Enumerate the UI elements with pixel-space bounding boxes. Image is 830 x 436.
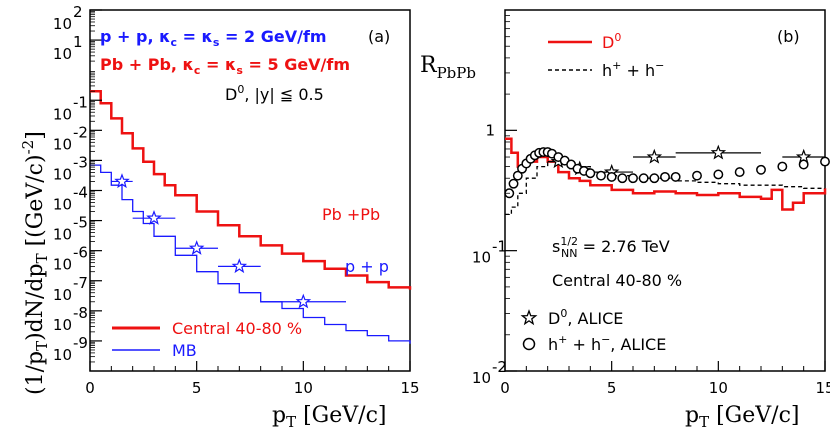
panel-a-xlabel: pT [GeV/c] bbox=[272, 403, 386, 431]
panel-a-label: (a) bbox=[368, 27, 390, 46]
panel-b-ytick-label-2: 1 bbox=[485, 121, 495, 139]
panel-b-alice-legend: D0, ALICE h+ + h−, ALICE bbox=[520, 307, 666, 354]
panel-a-ytick-label-9: 10 bbox=[53, 45, 72, 63]
legend-label-central: Central 40-80 % bbox=[172, 319, 302, 338]
label-pp-curve: p + p bbox=[345, 257, 389, 276]
panel-a-ytick-label-0: 10 bbox=[53, 346, 72, 364]
panel-a-xtick-label-2: 10 bbox=[294, 379, 313, 397]
panel-b-xtick-label-1: 5 bbox=[607, 379, 617, 397]
panel-a-ytick-label-5: 10 bbox=[53, 196, 72, 214]
panel-b-series-3-point-17 bbox=[596, 170, 606, 181]
panel-b-legend: D0 h+ + h− bbox=[548, 31, 664, 80]
panel-b-series-3-point-2 bbox=[512, 170, 523, 181]
panel-b-series-3-point-18 bbox=[606, 171, 617, 182]
panel-a-series-2-star-1 bbox=[146, 209, 162, 225]
panel-b-xlabel: pT [GeV/c] bbox=[685, 403, 799, 431]
panel-b-series-3-point-25 bbox=[692, 170, 702, 181]
panel-b-ytick-label-1: 10 bbox=[472, 249, 491, 267]
panel-a-ytick-label-6: 10 bbox=[53, 165, 72, 183]
panel-a-ytick-exp-10: 2 bbox=[73, 3, 83, 21]
annotation-centrality: Central 40-80 % bbox=[552, 271, 682, 290]
label-pbpb-curve: Pb +Pb bbox=[322, 205, 380, 224]
panel-b-series-3-point-31 bbox=[820, 156, 830, 167]
panel-a-ytick-label-3: 10 bbox=[53, 256, 72, 274]
panel-a-ytick-exp-5: -4 bbox=[73, 184, 88, 202]
panel-b-ylabel: RPbPb bbox=[420, 53, 476, 82]
panel-b-series-1-line bbox=[505, 160, 825, 216]
panel-a-legend: Central 40-80 % MB bbox=[112, 319, 302, 360]
panel-a: 0 5 10 1510-910-810-710-610-510-410-310-210… bbox=[19, 3, 420, 431]
legend-label-mb: MB bbox=[172, 341, 197, 360]
panel-a-series-1-line bbox=[90, 164, 411, 344]
panel-a-ytick-exp-1: -8 bbox=[73, 304, 88, 322]
panel-b-series-3-point-20 bbox=[628, 173, 638, 184]
panel-a-ytick-exp-9: 1 bbox=[73, 33, 83, 51]
panel-a-ytick-exp-7: -2 bbox=[73, 123, 88, 141]
panel-a-ytick-label-8: 10 bbox=[53, 105, 72, 123]
panel-b-label: (b) bbox=[777, 27, 800, 46]
panel-b-xtick-label-3: 15 bbox=[815, 379, 830, 397]
panel-b-series-3-point-27 bbox=[734, 167, 745, 178]
panel-a-xtick-label-3: 15 bbox=[400, 379, 419, 397]
panel-a-ytick-exp-3: -6 bbox=[73, 244, 88, 262]
panel-b-series-3-point-22 bbox=[649, 173, 660, 184]
panel-a-ylabel: (1/pT)dN/dpT [(GeV/c)-2] bbox=[19, 131, 51, 395]
legend-label-d0: D0 bbox=[602, 31, 621, 52]
panel-b-series-3-point-16 bbox=[585, 168, 596, 179]
panel-a-ytick-exp-8: -1 bbox=[73, 93, 88, 111]
panel-a-series-0-line bbox=[90, 89, 412, 290]
annotation-energy: s1/2 NN = 2.76 TeV bbox=[552, 235, 670, 260]
panel-a-series-2-star-3 bbox=[231, 258, 248, 274]
panel-a-series-2-star-0 bbox=[114, 173, 130, 189]
panel-b-series-3-point-29 bbox=[777, 161, 788, 172]
panel-b-series-0-line bbox=[505, 137, 827, 211]
panel-a-series-2-star-2 bbox=[188, 240, 205, 255]
panel-a-xtick-label-0: 0 bbox=[85, 379, 95, 397]
legend-label-hadrons-alice: h+ + h−, ALICE bbox=[548, 333, 666, 354]
panel-b-series-3-point-24 bbox=[670, 171, 681, 182]
panel-a-ytick-exp-6: -3 bbox=[73, 153, 88, 171]
panel-b-series-3-point-19 bbox=[617, 173, 628, 184]
panel-b-series-3-point-21 bbox=[638, 173, 649, 184]
panel-a-ytick-label-2: 10 bbox=[53, 286, 72, 304]
panel-b-series-2-star-4 bbox=[710, 144, 727, 160]
panel-a-ytick-label-10: 10 bbox=[53, 15, 72, 33]
panel-b-ytick-exp-0: -2 bbox=[492, 358, 507, 376]
panel-b-series-3-point-26 bbox=[713, 169, 724, 180]
annotation-pbpb-kappa: Pb + Pb, κc = κs = 5 GeV/fm bbox=[100, 55, 350, 77]
panel-a-ytick-label-7: 10 bbox=[53, 135, 72, 153]
panel-b-xtick-label-2: 10 bbox=[709, 379, 728, 397]
panel-b-series-3-point-28 bbox=[756, 164, 766, 175]
panel-b-series-3-point-23 bbox=[660, 171, 670, 182]
panel-a-ytick-exp-2: -7 bbox=[73, 274, 88, 292]
panel-b-ytick-label-0: 10 bbox=[472, 369, 491, 387]
panel-a-ytick-exp-4: -5 bbox=[73, 214, 88, 232]
panel-b-series-3-point-30 bbox=[798, 159, 809, 170]
legend-marker-circle bbox=[522, 337, 536, 351]
annotation-d0-rapidity: D0, |y| ≦ 0.5 bbox=[225, 83, 324, 104]
legend-marker-star bbox=[520, 309, 538, 326]
panel-b-xtick-label-0: 0 bbox=[500, 379, 510, 397]
legend-label-hadrons: h+ + h− bbox=[602, 59, 664, 80]
annotation-pp-kappa: p + p, κc = κs = 2 GeV/fm bbox=[100, 27, 327, 49]
panel-a-series-2-star-4 bbox=[295, 293, 312, 309]
panel-a-ytick-exp-0: -9 bbox=[73, 334, 88, 352]
panel-b-ytick-exp-1: -1 bbox=[492, 238, 507, 256]
panel-b-series-3-point-1 bbox=[508, 178, 519, 189]
panel-a-xtick-label-1: 5 bbox=[192, 379, 202, 397]
legend-label-d0-alice: D0, ALICE bbox=[548, 307, 623, 328]
panel-a-ytick-label-1: 10 bbox=[53, 316, 72, 334]
panel-b-series-2-star-3 bbox=[646, 148, 663, 164]
panel-a-ytick-label-4: 10 bbox=[53, 226, 72, 244]
